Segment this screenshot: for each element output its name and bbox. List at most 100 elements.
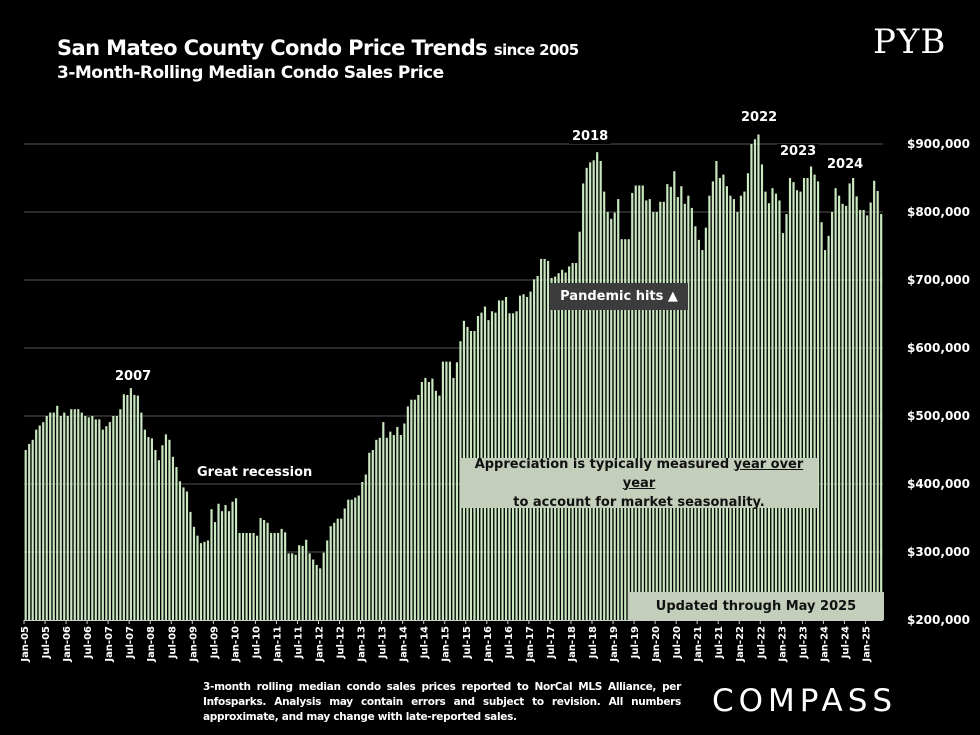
- footnote: 3-month rolling median condo sales price…: [203, 681, 681, 723]
- bar: [652, 212, 655, 620]
- bar: [305, 539, 308, 620]
- bar: [831, 212, 834, 620]
- bar: [234, 498, 238, 620]
- bar: [56, 405, 59, 620]
- bar: [694, 226, 697, 620]
- x-tick-label: Jul-12: [336, 626, 347, 659]
- bar: [101, 429, 104, 620]
- x-tick-label: Jul-08: [167, 626, 178, 659]
- bar: [350, 499, 353, 620]
- bar: [263, 520, 266, 620]
- bar: [624, 239, 627, 620]
- bar: [589, 162, 592, 621]
- x-tick-label: Jul-17: [546, 626, 557, 659]
- bar: [701, 250, 704, 620]
- bar: [613, 212, 616, 620]
- x-tick-label: Jul-14: [420, 626, 431, 659]
- bar: [326, 540, 329, 620]
- y-tick-label: $600,000: [907, 341, 970, 355]
- annotation-2022: 2022: [738, 110, 781, 125]
- bar: [108, 422, 111, 620]
- bar: [557, 273, 560, 620]
- appreciation-note: Appreciation is typically measured year …: [460, 456, 818, 510]
- bar: [361, 481, 364, 620]
- bar: [280, 528, 283, 620]
- bar: [203, 541, 206, 620]
- bar: [683, 203, 686, 620]
- pandemic-hits-label: Pandemic hits ▲: [550, 283, 688, 310]
- bar: [448, 361, 452, 620]
- bar: [189, 511, 192, 620]
- apprec-text-1: Appreciation is typically measured: [474, 456, 734, 472]
- bar: [687, 195, 690, 620]
- bar: [294, 554, 297, 620]
- bar: [827, 235, 830, 621]
- bar: [529, 291, 532, 620]
- bar: [168, 439, 171, 620]
- bar: [248, 532, 252, 620]
- y-tick-label: $300,000: [907, 545, 970, 559]
- x-tick-label: Jan-18: [567, 626, 578, 663]
- annotation-great-recession: Great recession: [194, 465, 316, 480]
- bar: [736, 212, 739, 620]
- bar: [522, 294, 525, 620]
- bar: [31, 439, 34, 620]
- bar: [164, 434, 168, 620]
- x-tick-label: Jan-09: [188, 626, 199, 663]
- bar: [410, 399, 413, 620]
- x-tick-label: Jan-19: [609, 626, 620, 663]
- bar: [813, 174, 816, 620]
- bar: [119, 409, 122, 620]
- bar: [715, 161, 718, 620]
- y-tick-label: $900,000: [907, 137, 970, 151]
- bar: [28, 443, 31, 620]
- bar: [634, 185, 637, 621]
- bar: [42, 422, 45, 620]
- bar: [795, 190, 799, 621]
- x-tick-label: Jan-22: [735, 626, 746, 663]
- bar: [536, 275, 539, 620]
- bar: [845, 205, 848, 620]
- x-tick-label: Jul-24: [840, 626, 851, 659]
- bar: [441, 361, 445, 620]
- bar: [547, 260, 550, 620]
- bar: [648, 199, 651, 620]
- bar: [122, 394, 125, 620]
- bar: [259, 518, 262, 620]
- bar: [413, 399, 416, 620]
- x-tick-label: Jul-06: [83, 626, 94, 659]
- bar: [385, 437, 388, 620]
- bar: [129, 388, 132, 620]
- bar: [224, 505, 227, 620]
- x-tick-label: Jul-23: [798, 626, 809, 659]
- bar: [859, 209, 862, 620]
- bar: [329, 526, 332, 620]
- bar: [66, 416, 69, 620]
- bar: [578, 231, 581, 620]
- bar: [291, 553, 294, 620]
- x-tick-label: Jul-21: [714, 626, 725, 659]
- bar: [70, 409, 73, 620]
- bar: [848, 183, 851, 620]
- bar: [126, 394, 129, 620]
- x-tick-label: Jan-25: [861, 626, 872, 663]
- x-tick-label: Jan-23: [777, 626, 788, 663]
- bar: [196, 535, 199, 620]
- bar: [697, 239, 700, 620]
- bar: [284, 532, 287, 620]
- bar: [392, 435, 395, 620]
- bar: [245, 532, 248, 620]
- bar: [80, 412, 83, 620]
- bar: [273, 532, 276, 620]
- bar: [147, 437, 150, 620]
- bar: [880, 214, 883, 621]
- bar: [150, 438, 153, 620]
- bar: [554, 276, 557, 620]
- bar: [673, 171, 676, 620]
- updated-through-label: Updated through May 2025: [628, 592, 884, 620]
- bar: [112, 416, 115, 620]
- bar: [434, 390, 437, 620]
- bar: [84, 416, 87, 620]
- bar: [617, 199, 620, 620]
- bar: [175, 467, 178, 620]
